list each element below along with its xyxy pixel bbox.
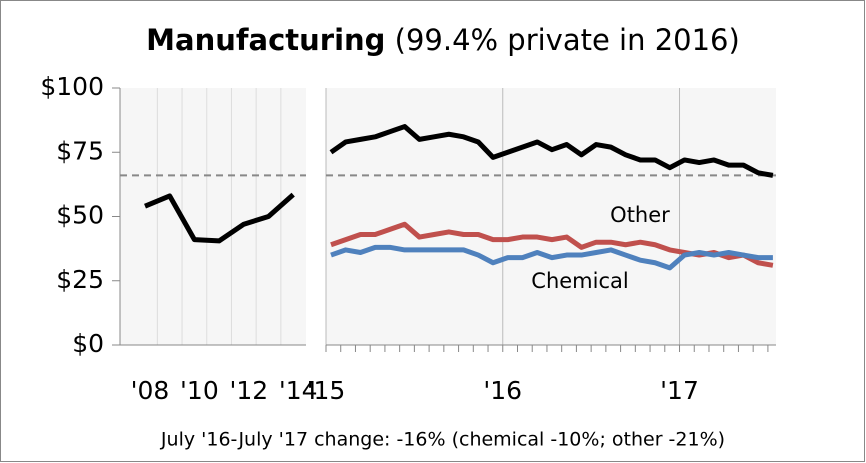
- x-tick-label: '15: [307, 376, 346, 405]
- series-line: [330, 244, 773, 271]
- y-tick-label: $100: [40, 72, 104, 101]
- series-line: [330, 221, 774, 268]
- y-tick-label: $50: [56, 201, 104, 230]
- chart-subtitle: (99.4% private in 2016): [395, 23, 740, 57]
- series-line: [329, 124, 774, 178]
- x-tick-label: '16: [483, 376, 522, 405]
- annotation: Other: [610, 203, 670, 227]
- x-tick-label: '08: [131, 376, 170, 405]
- panel-background: [120, 88, 306, 345]
- panel-background: [326, 88, 776, 345]
- x-tick-label: '17: [660, 376, 699, 405]
- title: Manufacturing (99.4% private in 2016): [146, 23, 740, 57]
- y-tick-label: $75: [56, 136, 104, 165]
- x-tick-label: '14: [279, 376, 318, 405]
- note: July '16-July '17 change: -16% (chemical…: [160, 429, 725, 451]
- annotation: Chemical: [531, 269, 628, 293]
- y-tick-label: $25: [56, 265, 104, 294]
- series-line: [144, 192, 295, 244]
- x-tick-label: '12: [229, 376, 268, 405]
- x-tick-label: '10: [180, 376, 219, 405]
- chart-title: Manufacturing: [146, 23, 385, 57]
- y-tick-label: $0: [72, 329, 104, 358]
